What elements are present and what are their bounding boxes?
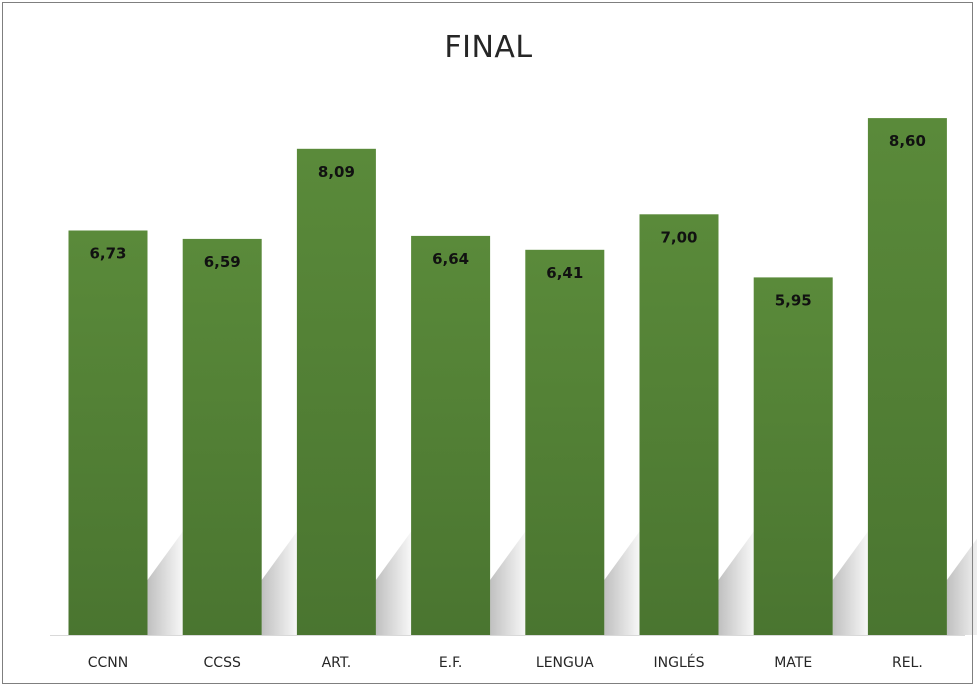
- category-label: CCNN: [88, 655, 129, 671]
- category-label: REL.: [892, 655, 923, 671]
- bar-shadow: [718, 525, 759, 635]
- bar-mate: [753, 277, 833, 635]
- category-label: ART.: [322, 655, 352, 671]
- category-label: LENGUA: [536, 655, 594, 671]
- category-label: CCSS: [204, 655, 241, 671]
- bar-ccnn: [68, 230, 148, 635]
- bar-shadow: [490, 525, 531, 635]
- bar-shadow: [832, 525, 873, 635]
- data-label: 6,73: [89, 245, 126, 263]
- category-label: E.F.: [439, 655, 463, 671]
- data-label: 6,64: [432, 250, 469, 268]
- data-label: 6,41: [546, 264, 583, 282]
- bar-shadow: [604, 525, 645, 635]
- bar-shadow: [147, 525, 188, 635]
- bar-inglés: [639, 214, 719, 636]
- data-label: 7,00: [660, 228, 697, 246]
- data-label: 5,95: [775, 291, 812, 309]
- bar-ef: [411, 235, 491, 635]
- bar-ccss: [182, 238, 262, 635]
- bar-shadow: [946, 538, 977, 635]
- bar-shadow: [261, 525, 302, 635]
- data-label: 6,59: [204, 253, 241, 271]
- category-label: MATE: [774, 655, 812, 671]
- bar-rel: [867, 118, 947, 636]
- data-label: 8,09: [318, 163, 355, 181]
- bar-shadow: [375, 525, 416, 635]
- data-label: 8,60: [889, 132, 926, 150]
- bar-art: [296, 148, 376, 636]
- category-label: INGLÉS: [654, 654, 705, 671]
- chart-title: FINAL: [444, 30, 533, 65]
- bar-lengua: [525, 249, 605, 636]
